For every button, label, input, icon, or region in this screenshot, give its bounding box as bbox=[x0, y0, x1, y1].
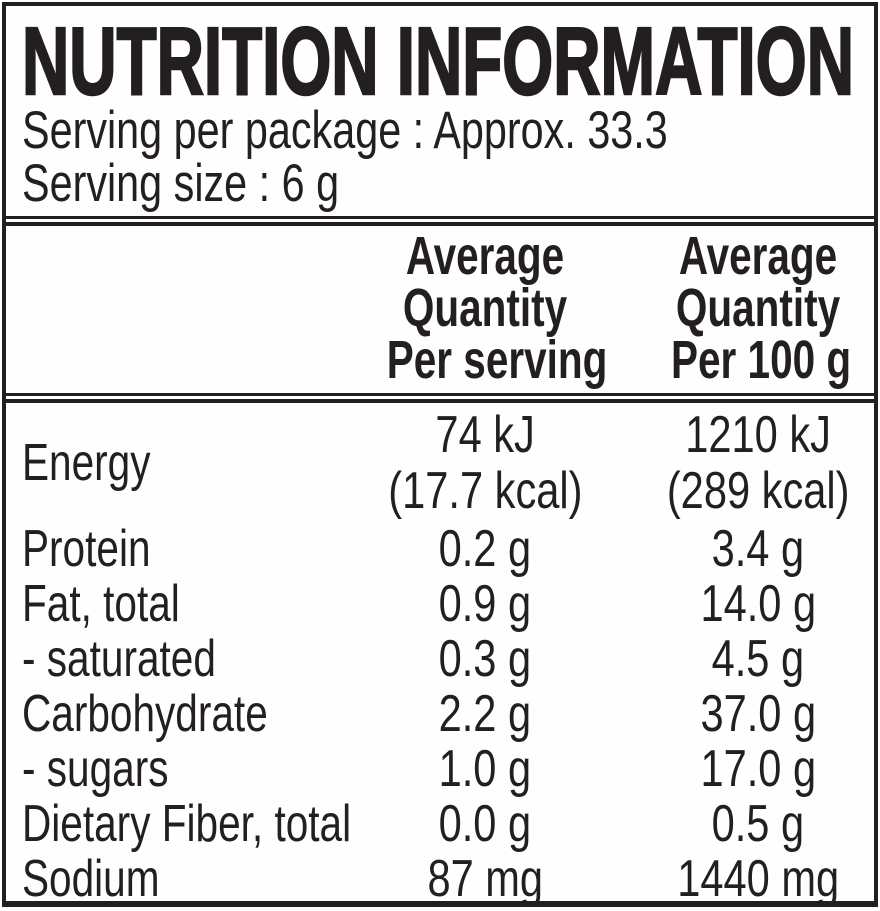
row-label: Protein bbox=[22, 520, 151, 578]
row-value-per-serving: 0.2 g bbox=[438, 520, 532, 578]
nutrition-table-body: Energy 74 kJ (17.7 kcal) 1210 kJ (289 kc… bbox=[6, 399, 874, 908]
row-value-per-serving: 87 mg bbox=[427, 850, 543, 908]
table-row-protein: Protein 0.2 g 3.4 g bbox=[6, 519, 874, 578]
row-label: - saturated bbox=[22, 630, 216, 688]
row-value-per-serving: 0.3 g bbox=[438, 630, 532, 688]
row-value-per-100g: 3.4 g bbox=[711, 520, 805, 578]
row-label: Fat, total bbox=[22, 575, 180, 633]
label-header-section: NUTRITION INFORMATION Serving per packag… bbox=[6, 6, 874, 219]
row-value-per-100g: 4.5 g bbox=[711, 630, 805, 688]
row-value-per-100g: 0.5 g bbox=[711, 795, 805, 853]
table-row-fat-total: Fat, total 0.9 g 14.0 g bbox=[6, 574, 874, 633]
table-row-dietary-fiber: Dietary Fiber, total 0.0 g 0.5 g bbox=[6, 794, 874, 853]
column-header-per-serving: Average Quantity Per serving bbox=[386, 226, 608, 390]
serving-per-package: Serving per package : Approx. 33.3 bbox=[22, 101, 668, 160]
row-label: Energy bbox=[22, 434, 151, 492]
row-value-per-100g: 17.0 g bbox=[700, 740, 816, 798]
table-row-sugars: - sugars 1.0 g 17.0 g bbox=[6, 739, 874, 798]
table-row-energy: Energy 74 kJ (17.7 kcal) 1210 kJ (289 kc… bbox=[6, 407, 874, 519]
row-value-per-100g: 1210 kJ (289 kcal) bbox=[666, 406, 850, 520]
column-header-spacer bbox=[22, 230, 354, 386]
row-label: Sodium bbox=[22, 850, 160, 908]
table-row-carbohydrate: Carbohydrate 2.2 g 37.0 g bbox=[6, 684, 874, 743]
row-value-per-serving: 0.0 g bbox=[438, 795, 532, 853]
row-value-per-serving: 0.9 g bbox=[438, 575, 532, 633]
table-row-sodium: Sodium 87 mg 1440 mg bbox=[6, 849, 874, 908]
table-row-saturated: - saturated 0.3 g 4.5 g bbox=[6, 629, 874, 688]
column-header-per-100g: Average Quantity Per 100 g bbox=[671, 226, 852, 390]
serving-size: Serving size : 6 g bbox=[22, 154, 340, 213]
label-title: NUTRITION INFORMATION bbox=[22, 18, 855, 104]
row-value-per-100g: 37.0 g bbox=[700, 685, 816, 743]
row-value-per-serving: 74 kJ (17.7 kcal) bbox=[387, 406, 583, 520]
row-label: Dietary Fiber, total bbox=[22, 795, 352, 853]
row-value-per-100g: 14.0 g bbox=[700, 575, 816, 633]
row-label: - sugars bbox=[22, 740, 169, 798]
row-value-per-serving: 2.2 g bbox=[438, 685, 532, 743]
row-label: Carbohydrate bbox=[22, 685, 268, 743]
row-value-per-serving: 1.0 g bbox=[438, 740, 532, 798]
row-value-per-100g: 1440 mg bbox=[677, 850, 839, 908]
table-column-headers: Average Quantity Per serving Average Qua… bbox=[6, 222, 874, 396]
label-title-text: NUTRITION INFORMATION bbox=[22, 18, 854, 104]
